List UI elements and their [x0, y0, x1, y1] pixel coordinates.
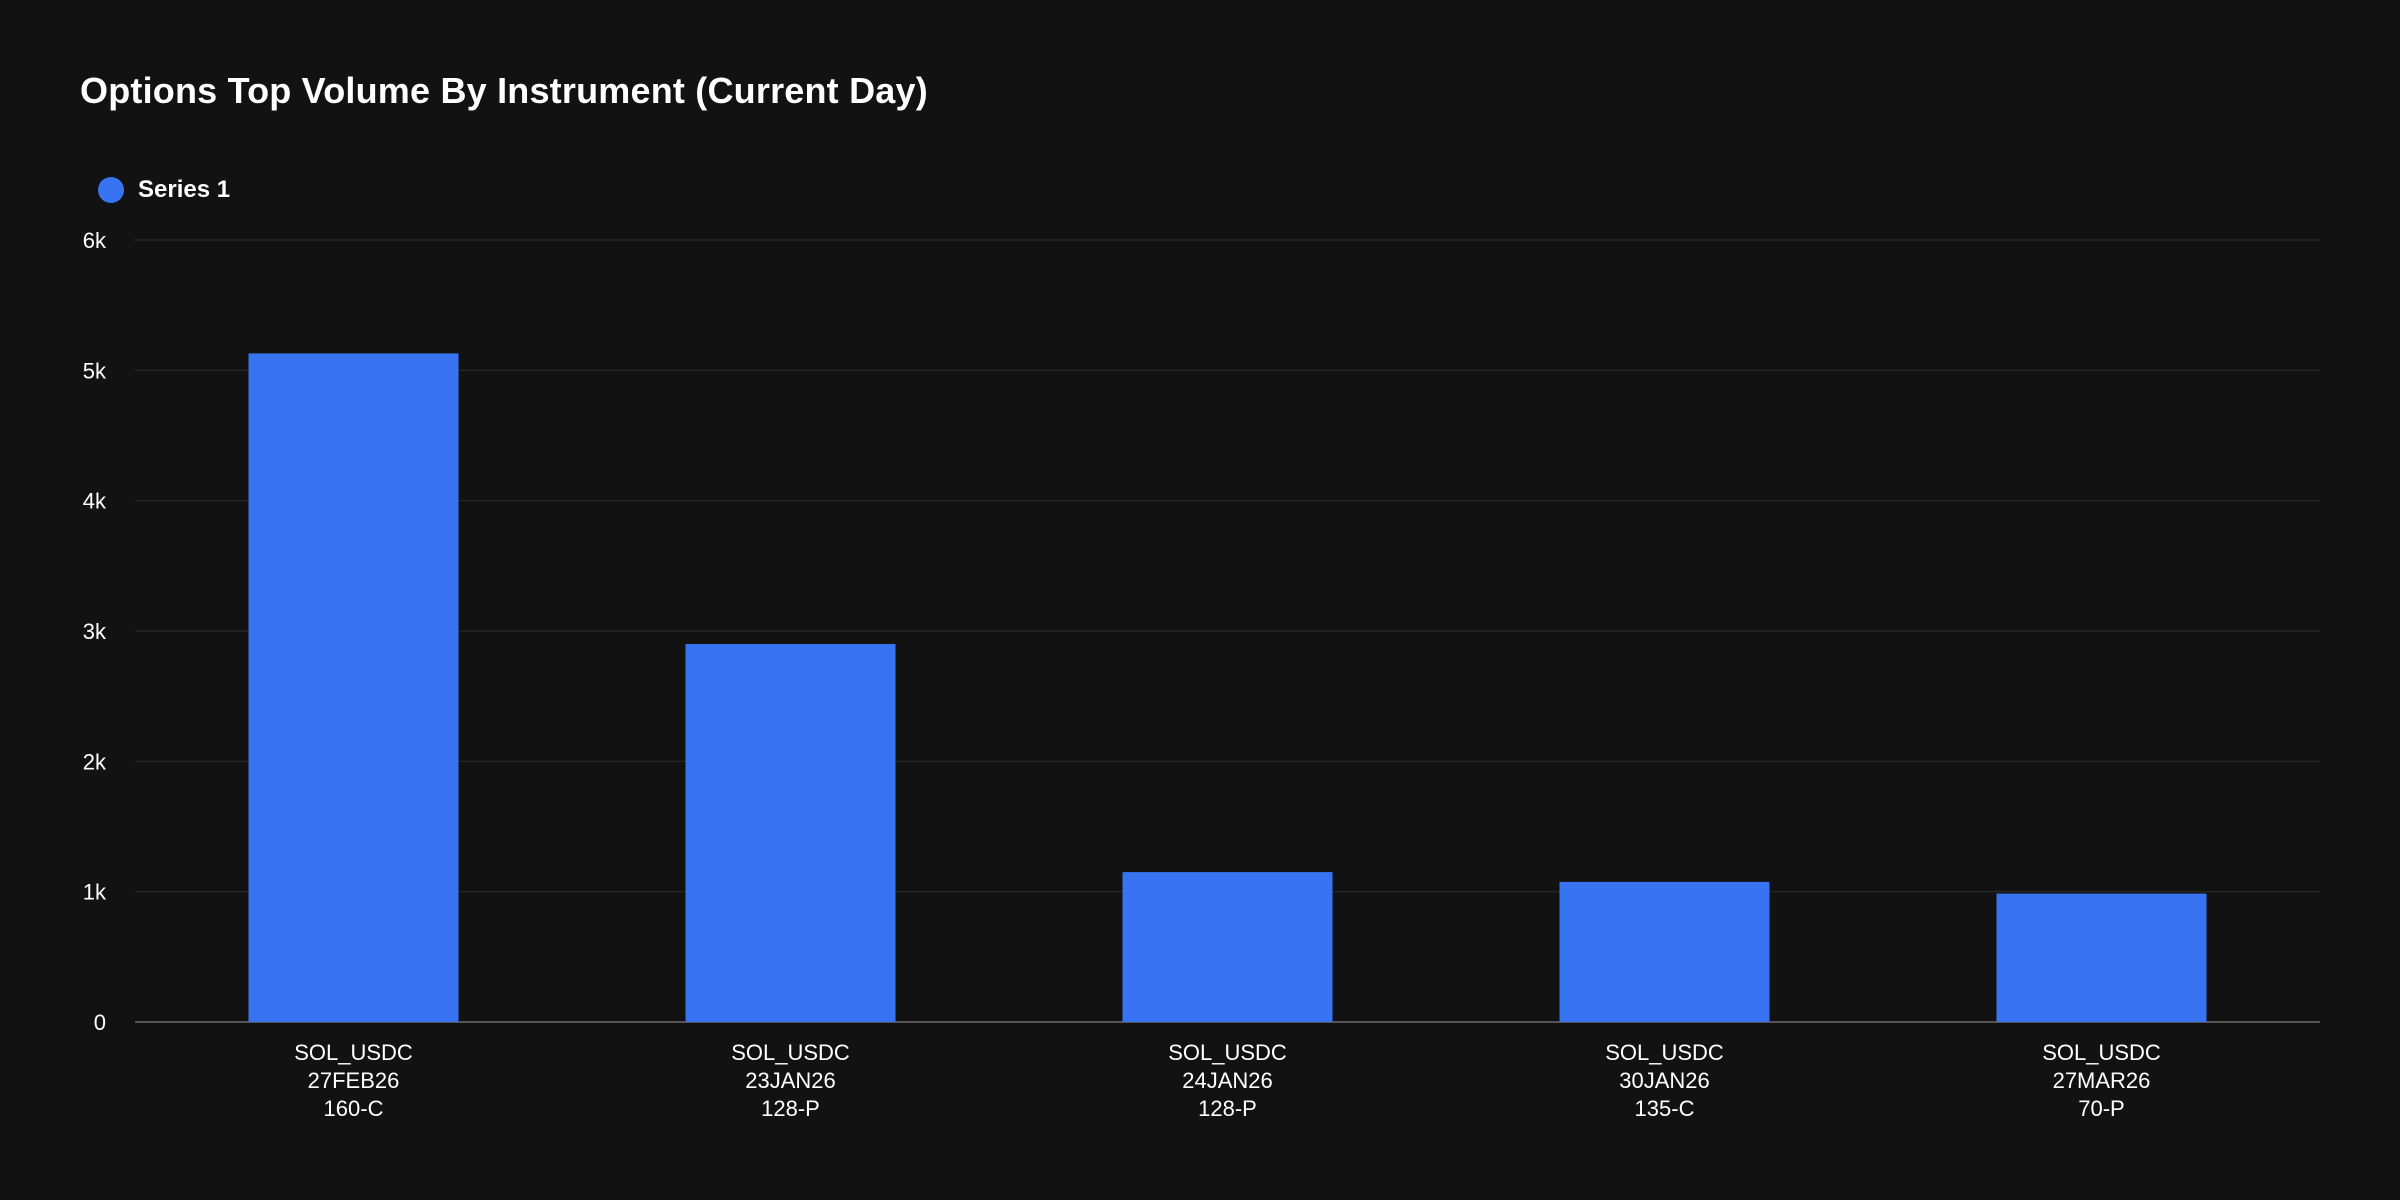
bars [248, 353, 2207, 1022]
y-tick-label: 6k [83, 228, 107, 253]
x-tick-label: SOL_USDC 24JAN26 128-P [1168, 1040, 1287, 1121]
gridlines [135, 239, 2320, 1023]
bar[interactable] [1122, 872, 1333, 1022]
y-axis-ticks: 0 1k 2k 3k 4k 5k 6k [83, 228, 107, 1035]
chart-legend[interactable]: Series 1 [98, 176, 230, 204]
bar[interactable] [248, 353, 459, 1022]
bar[interactable] [1559, 881, 1770, 1022]
bar[interactable] [685, 644, 896, 1022]
legend-swatch-icon [98, 177, 124, 203]
x-tick-label: SOL_USDC 27FEB26 160-C [294, 1040, 413, 1121]
x-tick-label: SOL_USDC 27MAR26 70-P [2042, 1040, 2161, 1121]
bar[interactable] [1996, 893, 2207, 1022]
x-tick-label: SOL_USDC 23JAN26 128-P [731, 1040, 850, 1121]
y-tick-label: 4k [83, 489, 107, 514]
y-tick-label: 0 [94, 1010, 106, 1035]
y-tick-label: 3k [83, 619, 107, 644]
y-tick-label: 5k [83, 358, 107, 383]
x-tick-label: SOL_USDC 30JAN26 135-C [1605, 1040, 1724, 1121]
y-tick-label: 1k [83, 880, 107, 905]
y-tick-label: 2k [83, 749, 107, 774]
legend-label: Series 1 [138, 176, 231, 203]
chart-title: Options Top Volume By Instrument (Curren… [80, 70, 928, 111]
x-axis-ticks: SOL_USDC 27FEB26 160-C SOL_USDC 23JAN26 128-P… [294, 1040, 2161, 1121]
